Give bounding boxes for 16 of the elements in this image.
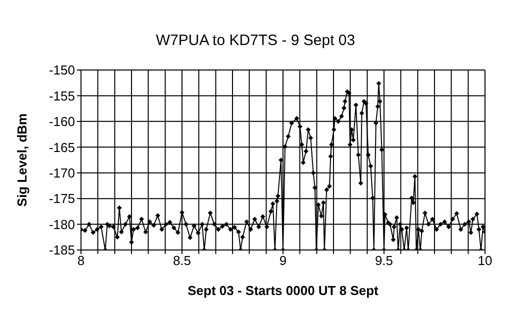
x-tick-label: 9.5 [374, 253, 394, 268]
y-tick-label: -160 [48, 114, 75, 130]
x-tick-label: 9 [279, 253, 287, 268]
x-tick-label: 10 [478, 253, 492, 268]
y-tick-label: -170 [48, 165, 75, 180]
chart-title: W7PUA to KD7TS - 9 Sept 03 [154, 32, 356, 49]
x-tick-label: 8 [77, 253, 85, 268]
x-tick-label: 8.5 [172, 253, 192, 268]
y-tick-label: -175 [48, 191, 75, 206]
y-tick-label: -180 [48, 216, 75, 232]
y-tick-label: -155 [48, 88, 75, 104]
y-tick-label: -165 [48, 140, 75, 155]
y-tick-label: -150 [48, 62, 75, 78]
y-tick-label: -185 [48, 242, 75, 258]
y-axis-title: Sig Level, dBm [14, 113, 30, 207]
x-axis-title: Sept 03 - Starts 0000 UT 8 Sept [186, 283, 380, 298]
